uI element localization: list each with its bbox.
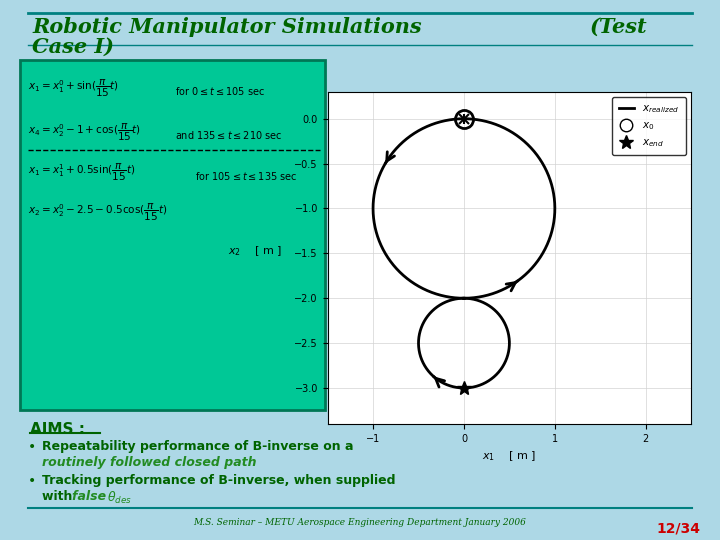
Text: Robotic Manipulator Simulations: Robotic Manipulator Simulations — [32, 17, 422, 37]
X-axis label: $x_1$    [ m ]: $x_1$ [ m ] — [482, 449, 536, 463]
Text: (Test: (Test — [590, 17, 647, 37]
Text: 12/34: 12/34 — [656, 522, 700, 536]
Text: and $135 \leq t \leq 210$ sec: and $135 \leq t \leq 210$ sec — [175, 129, 282, 141]
Text: •: • — [28, 440, 36, 454]
Text: false: false — [72, 490, 110, 503]
FancyBboxPatch shape — [20, 60, 325, 410]
Text: with: with — [42, 490, 77, 503]
Text: M.S. Seminar – METU Aerospace Engineering Department January 2006: M.S. Seminar – METU Aerospace Engineerin… — [194, 518, 526, 527]
Text: $x_2 = x_2^0 - 2.5 - 0.5\cos(\dfrac{\pi}{15}t)$: $x_2 = x_2^0 - 2.5 - 0.5\cos(\dfrac{\pi}… — [28, 202, 167, 223]
Text: $\theta_{des}$: $\theta_{des}$ — [107, 490, 132, 506]
Text: Repeatability performance of B-inverse on a: Repeatability performance of B-inverse o… — [42, 440, 354, 453]
Text: for $105 \leq t \leq 135$ sec: for $105 \leq t \leq 135$ sec — [195, 170, 297, 182]
Text: $x_1 = x_1^1 + 0.5\sin(\dfrac{\pi}{15}t)$: $x_1 = x_1^1 + 0.5\sin(\dfrac{\pi}{15}t)… — [28, 162, 135, 183]
Text: $x_4 = x_2^0 - 1 + \cos(\dfrac{\pi}{15}t)$: $x_4 = x_2^0 - 1 + \cos(\dfrac{\pi}{15}t… — [28, 122, 141, 143]
Text: AIMS :: AIMS : — [30, 422, 85, 437]
Text: •: • — [28, 474, 36, 488]
Text: $x_1 = x_1^0 + \sin(\dfrac{\pi}{15}t)$: $x_1 = x_1^0 + \sin(\dfrac{\pi}{15}t)$ — [28, 78, 119, 99]
Text: for $0 \leq t \leq 105$ sec: for $0 \leq t \leq 105$ sec — [175, 85, 265, 97]
Legend: $x_{realized}$, $x_0$, $x_{end}$: $x_{realized}$, $x_0$, $x_{end}$ — [612, 97, 686, 156]
Text: routinely followed closed path: routinely followed closed path — [42, 456, 256, 469]
Y-axis label: $x_2$    [ m ]: $x_2$ [ m ] — [228, 244, 282, 258]
Text: Case I): Case I) — [32, 37, 114, 57]
Text: Tracking performance of B-inverse, when supplied: Tracking performance of B-inverse, when … — [42, 474, 395, 487]
